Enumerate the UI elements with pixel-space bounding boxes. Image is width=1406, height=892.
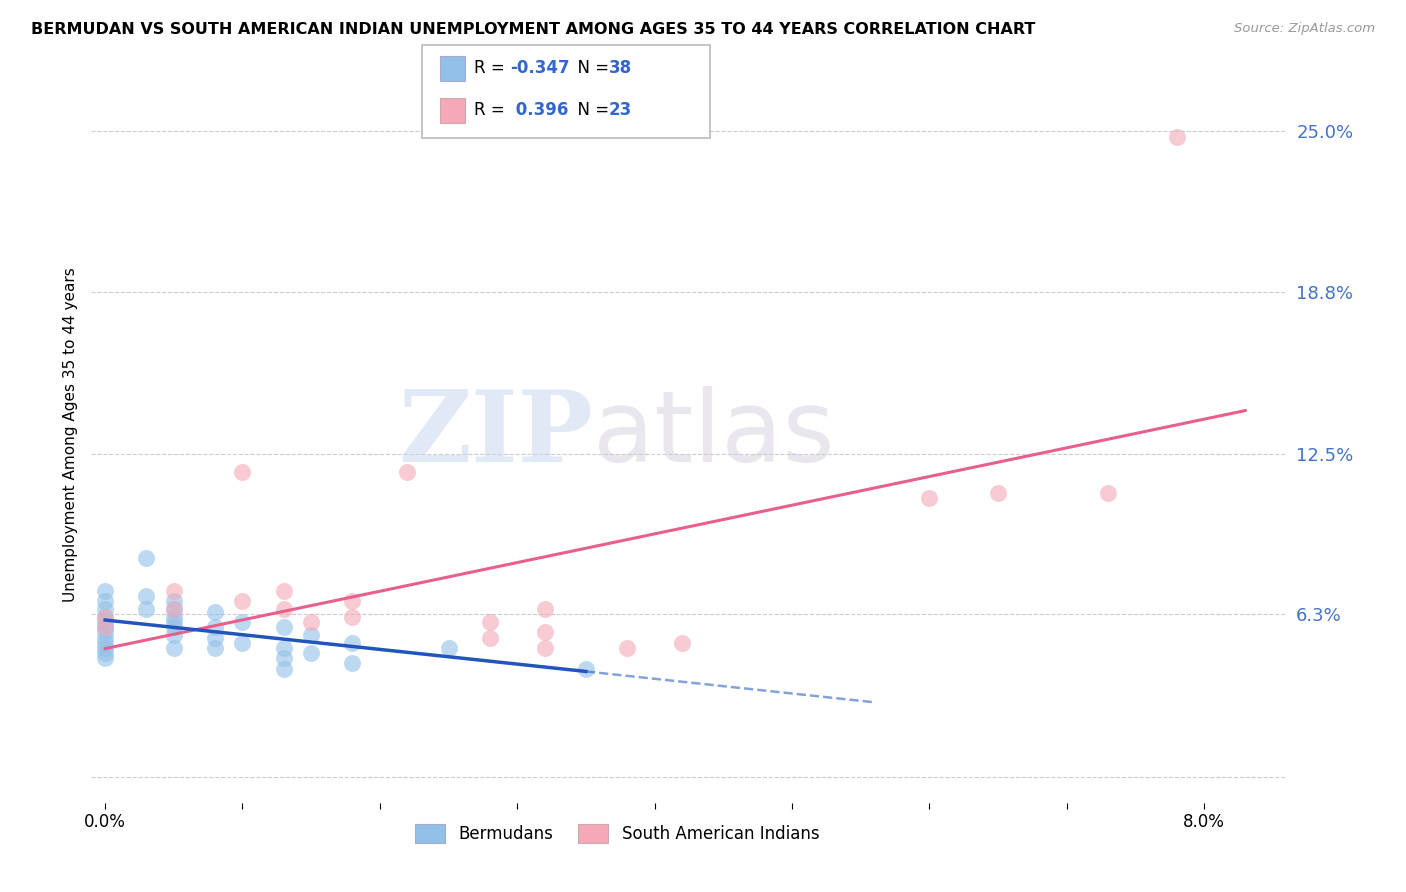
Point bbox=[94, 584, 117, 599]
Point bbox=[163, 628, 186, 642]
Point bbox=[1097, 486, 1119, 500]
Point bbox=[231, 636, 253, 650]
Point bbox=[342, 636, 364, 650]
Text: R =: R = bbox=[474, 59, 510, 77]
Point bbox=[616, 640, 638, 655]
Point bbox=[163, 594, 186, 608]
Point bbox=[273, 620, 295, 634]
Point bbox=[342, 594, 364, 608]
Point bbox=[94, 602, 117, 616]
Point bbox=[94, 625, 117, 640]
Point bbox=[273, 602, 295, 616]
Point bbox=[204, 640, 226, 655]
Point bbox=[94, 615, 117, 629]
Point bbox=[94, 610, 117, 624]
Text: ZIP: ZIP bbox=[398, 386, 593, 483]
Point bbox=[918, 491, 941, 505]
Point bbox=[437, 640, 460, 655]
Point bbox=[94, 636, 117, 650]
Point bbox=[1166, 129, 1188, 144]
Point bbox=[231, 465, 253, 479]
Point bbox=[273, 661, 295, 675]
Point bbox=[575, 661, 598, 675]
Point bbox=[204, 631, 226, 645]
Point bbox=[94, 646, 117, 660]
Point bbox=[273, 640, 295, 655]
Text: R =: R = bbox=[474, 102, 510, 120]
Point bbox=[135, 589, 157, 603]
Point bbox=[273, 584, 295, 599]
Text: -0.347: -0.347 bbox=[510, 59, 569, 77]
Point bbox=[163, 584, 186, 599]
Text: atlas: atlas bbox=[593, 386, 835, 483]
Point bbox=[94, 620, 117, 634]
Text: N =: N = bbox=[567, 59, 614, 77]
Point bbox=[163, 602, 186, 616]
Point bbox=[94, 620, 117, 634]
Point bbox=[273, 651, 295, 665]
Point bbox=[533, 640, 555, 655]
Point bbox=[163, 610, 186, 624]
Point bbox=[478, 615, 501, 629]
Point bbox=[299, 646, 322, 660]
Point bbox=[533, 602, 555, 616]
Point bbox=[94, 640, 117, 655]
Point bbox=[396, 465, 419, 479]
Point bbox=[163, 640, 186, 655]
Point bbox=[204, 605, 226, 619]
Point bbox=[94, 594, 117, 608]
Point bbox=[342, 657, 364, 671]
Point bbox=[94, 651, 117, 665]
Text: 0.396: 0.396 bbox=[510, 102, 569, 120]
Point bbox=[163, 602, 186, 616]
Point bbox=[94, 631, 117, 645]
Point bbox=[135, 602, 157, 616]
Text: 23: 23 bbox=[609, 102, 633, 120]
Text: 38: 38 bbox=[609, 59, 631, 77]
Point bbox=[94, 610, 117, 624]
Point bbox=[299, 628, 322, 642]
Y-axis label: Unemployment Among Ages 35 to 44 years: Unemployment Among Ages 35 to 44 years bbox=[62, 268, 77, 602]
Point bbox=[533, 625, 555, 640]
Point bbox=[231, 594, 253, 608]
Point bbox=[204, 620, 226, 634]
Point bbox=[342, 610, 364, 624]
Point bbox=[163, 615, 186, 629]
Point bbox=[671, 636, 693, 650]
Text: Source: ZipAtlas.com: Source: ZipAtlas.com bbox=[1234, 22, 1375, 36]
Point bbox=[163, 620, 186, 634]
Text: BERMUDAN VS SOUTH AMERICAN INDIAN UNEMPLOYMENT AMONG AGES 35 TO 44 YEARS CORRELA: BERMUDAN VS SOUTH AMERICAN INDIAN UNEMPL… bbox=[31, 22, 1035, 37]
Point bbox=[478, 631, 501, 645]
Point bbox=[135, 550, 157, 565]
Point bbox=[231, 615, 253, 629]
Point bbox=[987, 486, 1010, 500]
Point bbox=[299, 615, 322, 629]
Legend: Bermudans, South American Indians: Bermudans, South American Indians bbox=[409, 817, 825, 850]
Text: N =: N = bbox=[567, 102, 614, 120]
